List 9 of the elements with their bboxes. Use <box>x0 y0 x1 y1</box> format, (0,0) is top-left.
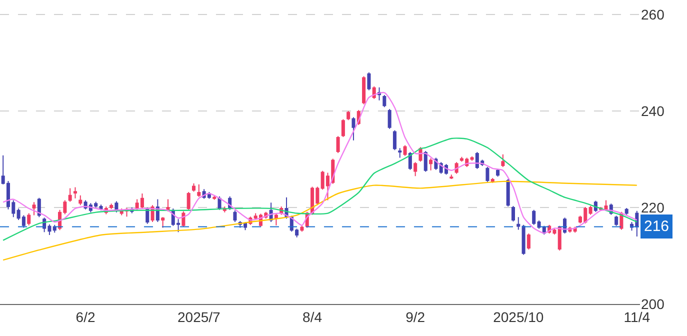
ref-line-label: 216 <box>644 218 670 235</box>
y-tick-label: 260 <box>641 6 665 22</box>
y-tick-label: 220 <box>641 199 665 216</box>
x-tick-label: 8/4 <box>302 308 322 325</box>
x-tick-label: 9/2 <box>406 308 426 325</box>
y-tick-label: 240 <box>641 102 665 119</box>
x-tick-label: 2025/7 <box>177 308 221 325</box>
x-tick-label: 2025/10 <box>493 308 544 325</box>
x-tick-label: 6/2 <box>76 308 96 325</box>
